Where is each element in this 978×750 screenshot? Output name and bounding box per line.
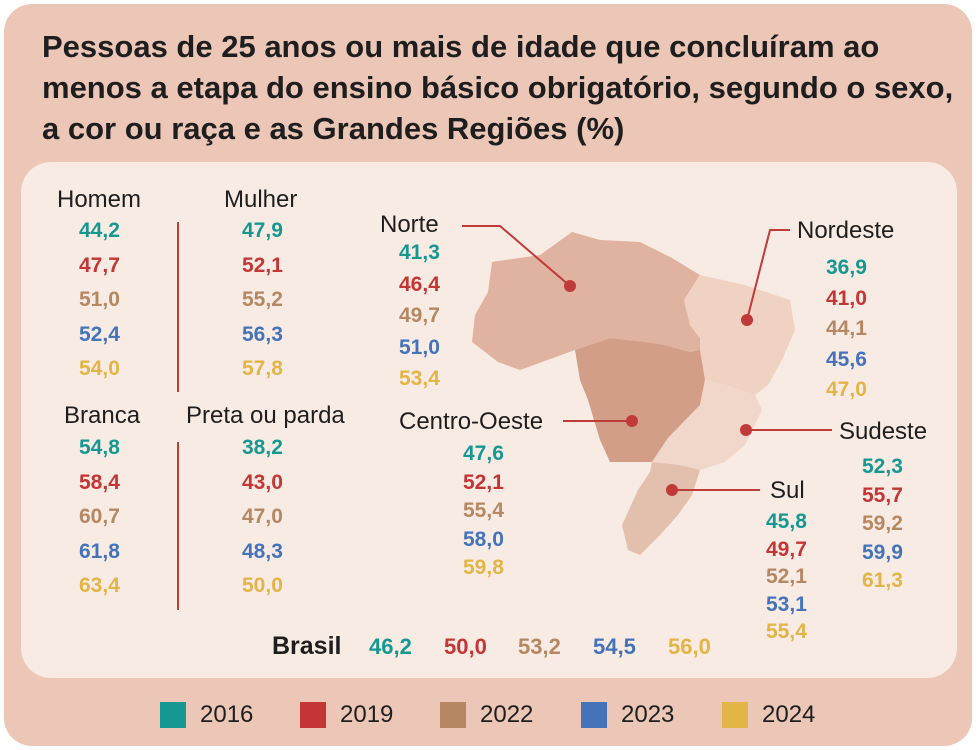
mulher-value-2016: 47,9 <box>242 219 283 242</box>
homem-value-2016: 44,2 <box>79 219 120 242</box>
homem-value-2023: 52,4 <box>79 322 120 346</box>
region-shape-centro-oeste <box>575 338 705 462</box>
sudeste-value-2019: 55,7 <box>862 483 903 507</box>
norte-marker <box>564 280 576 292</box>
homem-value-2022: 51,0 <box>79 288 120 311</box>
mulher-value-2023: 56,3 <box>242 322 283 346</box>
legend-label-2016: 2016 <box>200 701 254 728</box>
branca-value-2024: 63,4 <box>79 574 120 597</box>
norte-value-2019: 46,4 <box>399 272 440 296</box>
norte-value-2016: 41,3 <box>399 241 440 264</box>
mulher-value-2024: 57,8 <box>242 357 283 380</box>
legend-swatch-2023 <box>581 702 607 728</box>
sul-marker <box>666 484 678 496</box>
nordeste-value-2024: 47,0 <box>826 378 867 401</box>
norte-value-2022: 49,7 <box>399 304 440 327</box>
legend-swatch-2024 <box>722 702 748 728</box>
sul-label: Sul <box>770 477 805 504</box>
chart-title: Pessoas de 25 anos ou mais de idade que … <box>42 29 954 146</box>
legend-swatch-2016 <box>160 702 186 728</box>
brasil-label: Brasil <box>272 632 342 660</box>
nordeste-label: Nordeste <box>797 217 895 244</box>
norte-value-2023: 51,0 <box>399 335 440 359</box>
legend-label-2024: 2024 <box>762 701 816 728</box>
branca-value-2022: 60,7 <box>79 505 120 528</box>
preta-parda-value-2016: 38,2 <box>242 436 283 459</box>
nordeste-value-2019: 41,0 <box>826 286 867 310</box>
preta-parda-label: Preta ou parda <box>186 402 345 429</box>
brasil-value-2023: 54,5 <box>593 634 636 659</box>
sudeste-value-2024: 61,3 <box>862 569 903 592</box>
centro-oeste-label: Centro-Oeste <box>399 408 544 435</box>
preta-parda-value-2024: 50,0 <box>242 574 283 597</box>
brasil-value-2022: 53,2 <box>518 634 561 659</box>
mulher-value-2019: 52,1 <box>242 253 283 277</box>
sudeste-label: Sudeste <box>839 418 928 445</box>
branca-value-2016: 54,8 <box>79 436 120 459</box>
sudeste-value-2016: 52,3 <box>862 455 903 478</box>
centro-oeste-value-2022: 55,4 <box>463 499 504 522</box>
homem-value-2019: 47,7 <box>79 253 120 277</box>
brasil-row: Brasil 46,2 50,0 53,2 54,5 56,0 <box>0 632 978 662</box>
sul-value-2024: 55,4 <box>766 620 807 643</box>
nordeste-value-2016: 36,9 <box>826 256 867 279</box>
centro-oeste-value-2019: 52,1 <box>463 470 504 494</box>
branca-value-2023: 61,8 <box>79 539 120 563</box>
centro-oeste-value-2024: 59,8 <box>463 556 504 579</box>
legend-label-2023: 2023 <box>621 701 675 728</box>
divider-sexo <box>177 222 179 392</box>
region-shape-sul <box>622 462 700 555</box>
brasil-value-2019: 50,0 <box>444 634 487 659</box>
legend-label-2022: 2022 <box>480 701 534 728</box>
branca-value-2019: 58,4 <box>79 470 120 494</box>
sudeste-marker <box>740 424 752 436</box>
brasil-value-2016: 46,2 <box>369 634 412 659</box>
region-shape-sudeste <box>652 380 762 470</box>
sul-value-2016: 45,8 <box>766 510 807 533</box>
norte-label: Norte <box>380 211 439 238</box>
legend-label-2019: 2019 <box>340 701 394 728</box>
centro-oeste-marker <box>626 415 638 427</box>
homem-label: Homem <box>57 186 142 213</box>
region-shape-norte <box>472 232 700 370</box>
nordeste-value-2023: 45,6 <box>826 347 867 371</box>
centro-oeste-value-2016: 47,6 <box>463 442 504 465</box>
region-shape-nordeste <box>684 275 795 395</box>
preta-parda-value-2022: 47,0 <box>242 505 283 528</box>
nordeste-marker <box>741 314 753 326</box>
nordeste-value-2022: 44,1 <box>826 317 867 340</box>
branca-label: Branca <box>64 402 141 429</box>
norte-leader-line <box>462 225 571 287</box>
norte-value-2024: 53,4 <box>399 367 440 390</box>
sudeste-value-2023: 59,9 <box>862 540 903 564</box>
sudeste-value-2022: 59,2 <box>862 512 903 535</box>
sul-value-2022: 52,1 <box>766 565 807 588</box>
nordeste-leader-line <box>746 229 790 321</box>
preta-parda-value-2019: 43,0 <box>242 470 283 494</box>
preta-parda-value-2023: 48,3 <box>242 539 283 563</box>
legend-swatch-2022 <box>440 702 466 728</box>
mulher-label: Mulher <box>224 186 298 213</box>
brasil-value-2024: 56,0 <box>668 634 711 659</box>
divider-cor-raca <box>177 442 179 610</box>
centro-oeste-value-2023: 58,0 <box>463 527 504 551</box>
mulher-value-2022: 55,2 <box>242 288 283 311</box>
homem-value-2024: 54,0 <box>79 357 120 380</box>
sul-value-2023: 53,1 <box>766 592 807 616</box>
legend-swatch-2019 <box>300 702 326 728</box>
sul-value-2019: 49,7 <box>766 537 807 561</box>
